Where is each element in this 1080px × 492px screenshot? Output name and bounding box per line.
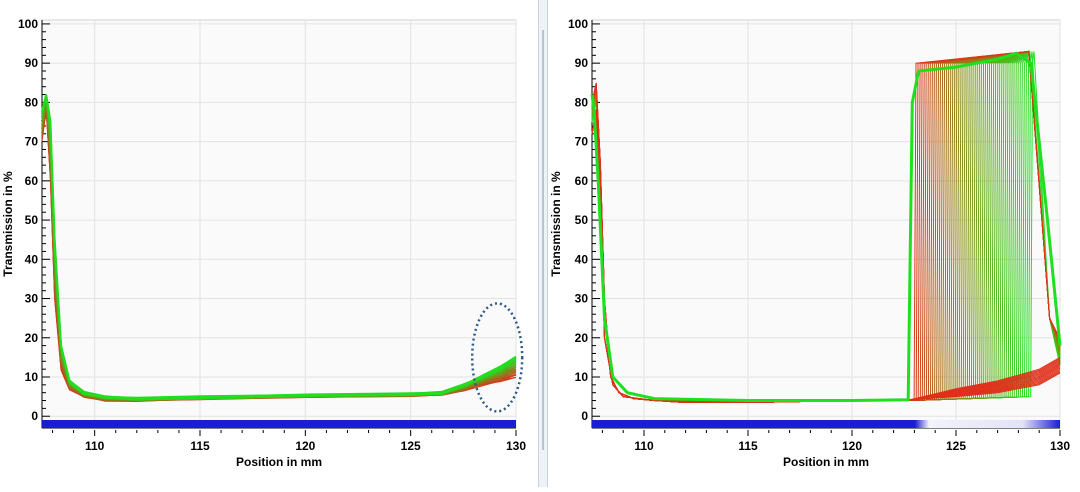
right-y-tick-label: 0 [581, 409, 588, 423]
right-x-axis-title: Position in mm [783, 455, 869, 469]
right-y-tick-label: 100 [568, 17, 588, 31]
left-series-group [41, 94, 517, 403]
right-series-group [590, 49, 1062, 404]
right-x-tick-label: 110 [634, 439, 654, 453]
left-x-axis-title: Position in mm [236, 455, 322, 469]
left-chart: 0 10 20 30 40 50 60 70 80 90 100 110 115 120 125 130 Pos… [1, 17, 526, 469]
left-x-tick-label: 125 [401, 439, 421, 453]
left-position-bar [42, 420, 516, 428]
right-y-tick-label: 30 [575, 292, 589, 306]
panel-splitter[interactable] [538, 0, 548, 487]
left-y-tick-label: 90 [25, 56, 39, 70]
right-x-tick-label: 125 [946, 439, 966, 453]
right-y-tick-label: 90 [575, 56, 589, 70]
left-y-tick-label: 0 [31, 409, 38, 423]
right-x-tick-label: 115 [738, 439, 758, 453]
splitter-grip[interactable] [542, 30, 544, 450]
right-y-tick-label: 80 [575, 95, 589, 109]
left-x-tick-label: 130 [506, 439, 526, 453]
right-y-tick-label: 40 [575, 252, 589, 266]
right-latest-series-line [590, 51, 1062, 402]
left-y-tick-label: 70 [25, 135, 39, 149]
right-chart: 0 10 20 30 40 50 60 70 80 90 100 110 115 120 125 130 Pos… [549, 17, 1070, 469]
left-y-tick-label: 30 [25, 292, 39, 306]
left-grid [42, 20, 517, 428]
right-chart-panel: 0 10 20 30 40 50 60 70 80 90 100 110 115 120 125 130 Pos… [548, 0, 1080, 487]
left-plot-area [41, 19, 517, 429]
left-chart-panel: 0 10 20 30 40 50 60 70 80 90 100 110 115 120 125 130 Pos… [0, 0, 538, 487]
left-y-tick-label: 100 [18, 17, 38, 31]
left-y-tick-label: 80 [25, 95, 39, 109]
left-y-tick-label: 40 [25, 252, 39, 266]
left-y-tick-label: 60 [25, 174, 39, 188]
left-y-tick-label: 50 [25, 213, 39, 227]
left-y-axis-title: Transmission in % [1, 171, 15, 277]
right-y-tick-label: 70 [575, 135, 589, 149]
left-x-tick-label: 110 [85, 439, 105, 453]
right-y-axis-title: Transmission in % [549, 171, 563, 277]
left-x-tick-label: 115 [190, 439, 210, 453]
left-x-tick-label: 120 [295, 439, 315, 453]
right-x-tick-label: 120 [842, 439, 862, 453]
right-y-tick-label: 20 [575, 331, 589, 345]
right-y-tick-label: 50 [575, 213, 589, 227]
right-y-tick-label: 60 [575, 174, 589, 188]
right-y-tick-label: 10 [575, 370, 589, 384]
left-y-tick-label: 20 [25, 331, 39, 345]
left-highlight-ellipse [470, 302, 524, 413]
right-x-tick-label: 130 [1050, 439, 1070, 453]
left-y-tick-label: 10 [25, 370, 39, 384]
left-series-line [41, 94, 517, 399]
right-position-bar [592, 420, 1060, 428]
